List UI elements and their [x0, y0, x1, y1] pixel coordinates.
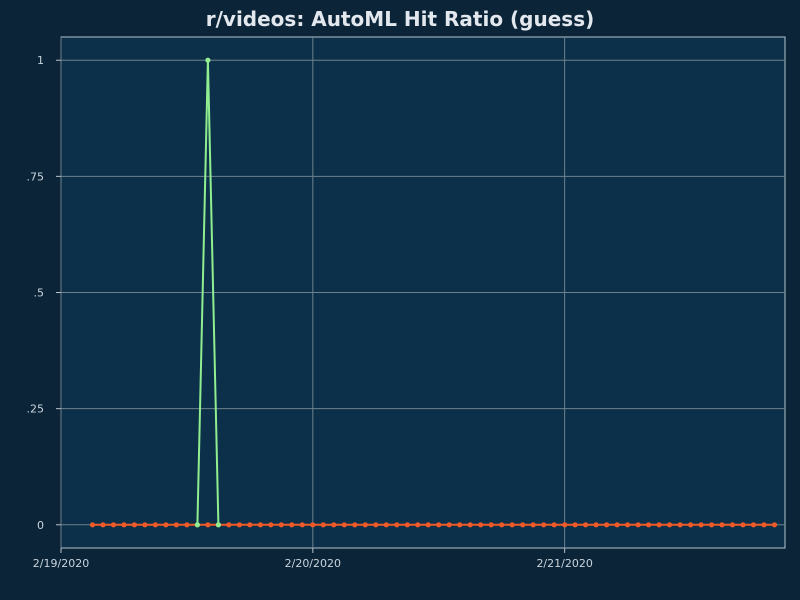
data-point — [394, 522, 400, 528]
data-point — [205, 57, 211, 63]
data-point — [457, 522, 463, 528]
data-point — [593, 522, 599, 528]
x-tick-label: 2/19/2020 — [33, 557, 89, 570]
data-point — [614, 522, 620, 528]
data-point — [331, 522, 337, 528]
data-point — [404, 522, 410, 528]
data-point — [541, 522, 547, 528]
data-point — [677, 522, 683, 528]
data-point — [488, 522, 494, 528]
data-point — [131, 522, 137, 528]
data-point — [688, 522, 694, 528]
data-point — [194, 522, 200, 528]
data-point — [761, 522, 767, 528]
data-point — [110, 522, 117, 528]
data-point — [520, 522, 526, 528]
data-point — [646, 522, 652, 528]
data-point — [268, 522, 274, 528]
x-axis: 2/19/2020 2/20/2020 2/21/2020 — [33, 548, 593, 570]
data-point — [425, 522, 431, 528]
data-point — [604, 522, 610, 528]
data-point — [583, 522, 589, 528]
data-point — [184, 522, 190, 528]
data-point — [373, 522, 379, 528]
data-point — [215, 522, 221, 528]
data-point — [278, 522, 284, 528]
data-point — [635, 522, 641, 528]
data-point — [719, 522, 725, 528]
data-point — [310, 522, 316, 528]
data-point — [289, 522, 295, 528]
data-point — [205, 522, 211, 528]
data-point — [362, 522, 368, 528]
data-point — [572, 522, 578, 528]
y-tick-label: .75 — [27, 170, 45, 183]
x-tick-label: 2/21/2020 — [536, 557, 592, 570]
data-point — [478, 522, 484, 528]
data-point — [352, 522, 358, 528]
y-tick-label: .5 — [34, 287, 45, 300]
data-point — [152, 522, 158, 528]
y-tick-label: 1 — [37, 54, 44, 67]
y-axis: 0 .25 .5 .75 1 — [27, 54, 61, 532]
data-point — [320, 522, 326, 528]
data-point — [299, 522, 305, 528]
data-point — [499, 522, 505, 528]
data-point — [121, 522, 127, 528]
y-tick-label: .25 — [27, 403, 45, 416]
data-point — [173, 522, 179, 528]
series-group — [89, 57, 778, 528]
data-point — [562, 522, 568, 528]
data-point — [771, 522, 778, 528]
y-tick-label: 0 — [37, 519, 44, 532]
data-point — [89, 522, 96, 528]
data-point — [226, 522, 232, 528]
data-point — [625, 522, 631, 528]
data-point — [341, 522, 347, 528]
data-point — [415, 522, 421, 528]
data-point — [142, 522, 148, 528]
data-point — [446, 522, 452, 528]
data-point — [740, 522, 746, 528]
data-point — [530, 522, 536, 528]
data-point — [551, 522, 557, 528]
data-point — [698, 522, 704, 528]
data-point — [436, 522, 442, 528]
data-point — [467, 522, 473, 528]
data-point — [257, 522, 263, 528]
data-point — [236, 522, 242, 528]
data-point — [163, 522, 169, 528]
data-point — [656, 522, 662, 528]
data-point — [709, 522, 715, 528]
data-point — [247, 522, 253, 528]
data-point — [383, 522, 389, 528]
data-point — [750, 522, 757, 528]
data-point — [729, 522, 736, 528]
data-point — [509, 522, 515, 528]
data-point — [667, 522, 673, 528]
chart-title: r/videos: AutoML Hit Ratio (guess) — [206, 7, 595, 31]
x-tick-label: 2/20/2020 — [285, 557, 341, 570]
data-point — [100, 522, 106, 528]
